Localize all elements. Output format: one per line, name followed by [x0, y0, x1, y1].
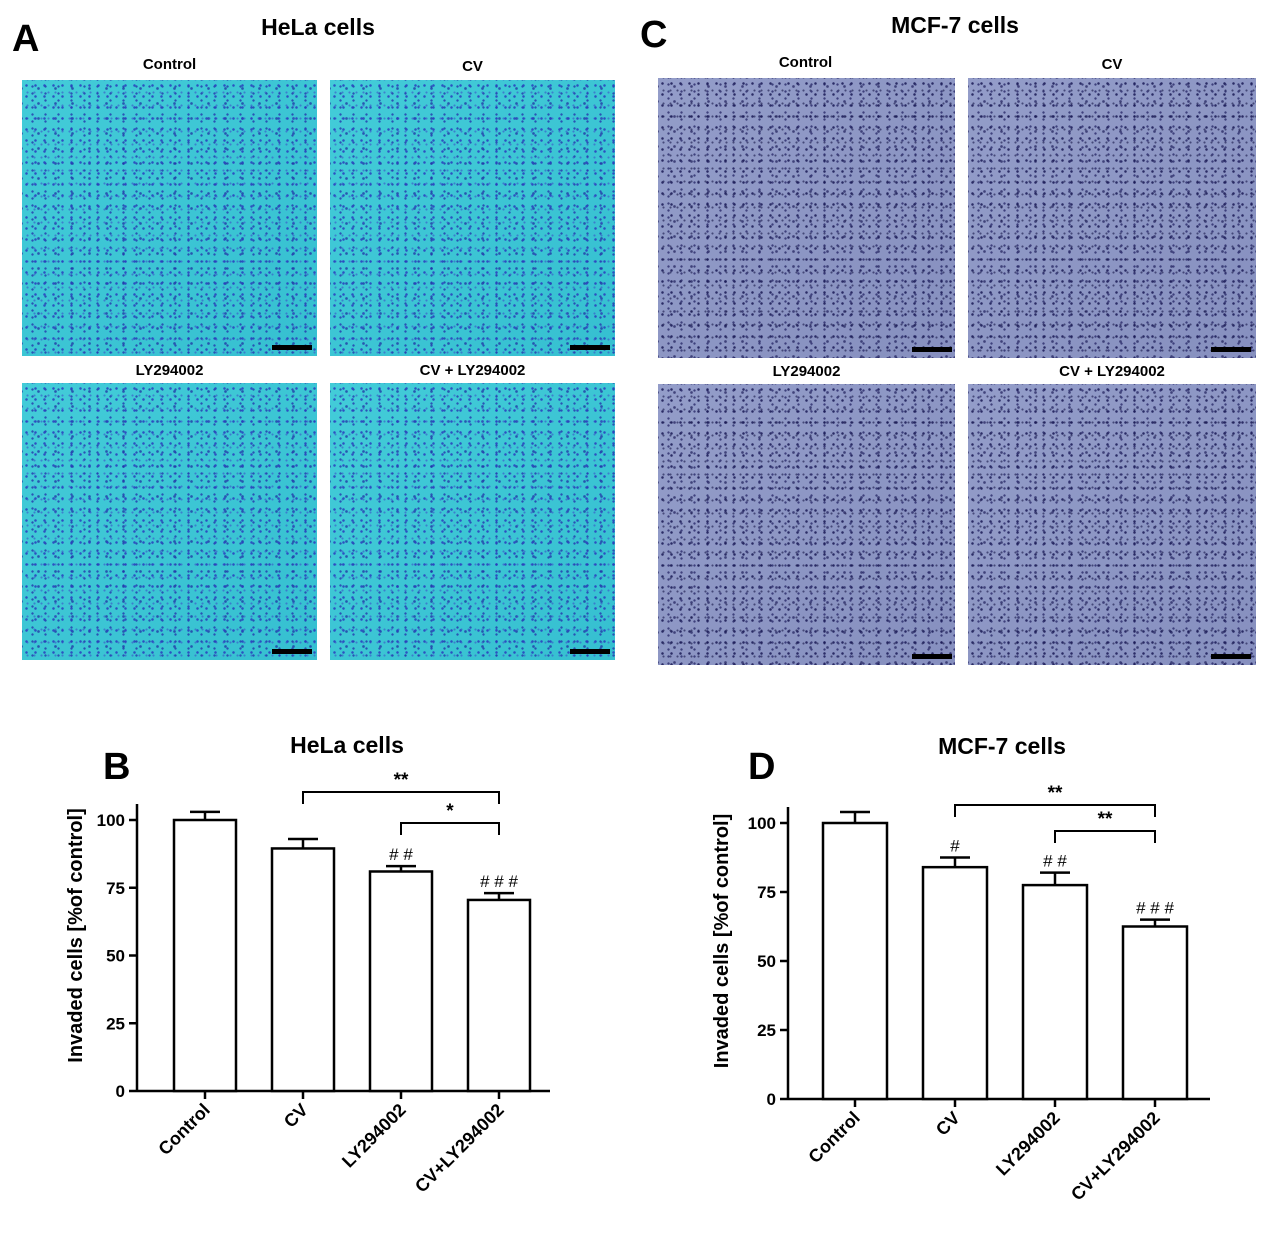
x-tick-label: CV+LY294002 [411, 1100, 508, 1197]
y-tick-label: 100 [97, 811, 125, 830]
comparison-label: ** [1098, 809, 1113, 830]
bar [368, 870, 434, 1093]
x-tick-label: CV+LY294002 [1067, 1108, 1164, 1205]
y-tick-label: 0 [116, 1082, 125, 1101]
panel-letter-d: D [748, 746, 776, 788]
mcf7-cv-ly294002-label: CV + LY294002 [1059, 363, 1165, 380]
scale-bar [1211, 654, 1251, 659]
hela-cv-ly294002-label: CV + LY294002 [419, 362, 526, 379]
significance-marker: # # [389, 845, 413, 864]
y-tick-label: 50 [757, 952, 776, 971]
y-tick-label: 75 [106, 879, 125, 898]
comparison-bracket [1054, 830, 1156, 843]
comparison-bracket [954, 804, 1156, 817]
scale-bar [570, 345, 610, 350]
x-tick-label: Control [804, 1108, 863, 1167]
x-tick-label: Control [154, 1100, 213, 1159]
mcf7-cv-label: CV [1101, 56, 1123, 73]
y-tick-label: 0 [767, 1090, 776, 1109]
y-tick-label: 75 [757, 883, 776, 902]
bar [921, 865, 989, 1101]
hela-ly294002-micrograph [22, 383, 317, 660]
comparison-label: * [446, 801, 454, 822]
panel-c-title: MCF-7 cells [891, 12, 1019, 38]
comparison-bracket [302, 791, 500, 804]
hela-cv-ly294002-micrograph [330, 383, 615, 660]
scale-bar [912, 654, 952, 659]
x-tick-label: LY294002 [992, 1108, 1064, 1180]
mcf7-ly294002-micrograph [658, 384, 955, 665]
mcf7-invasion-bar-chart: MCF-7 cells Invaded cells [%of control] 0 2… [711, 733, 1210, 1205]
x-tick-label: CV [280, 1100, 312, 1132]
comparison-bracket [400, 822, 500, 835]
panel-letter-b: B [103, 746, 131, 788]
mcf7-cv-ly294002-micrograph [968, 384, 1256, 665]
significance-marker: # # # [1136, 899, 1174, 918]
y-axis-label: Invaded cells [%of control] [711, 814, 733, 1068]
hela-cv-micrograph [330, 80, 615, 356]
mcf7-control-micrograph [658, 78, 955, 358]
chart-title: HeLa cells [290, 732, 404, 758]
x-tick-label: LY294002 [338, 1100, 410, 1172]
hela-cv-label: CV [462, 58, 483, 75]
significance-marker: # [950, 837, 960, 856]
scale-bar [912, 347, 952, 352]
hela-control-label: Control [142, 56, 197, 73]
bar [821, 821, 889, 1101]
y-axis-label: Invaded cells [%of control] [65, 808, 87, 1062]
bar [270, 847, 336, 1093]
hela-invasion-bar-chart: HeLa cells Invaded cells [%of control] 0 25… [65, 732, 550, 1197]
y-tick-label: 50 [106, 947, 125, 966]
y-tick-label: 25 [106, 1014, 125, 1033]
hela-control-micrograph [22, 80, 317, 356]
y-tick-label: 25 [757, 1021, 776, 1040]
comparison-label: ** [1048, 783, 1063, 804]
scale-bar [570, 649, 610, 654]
x-tick-label: CV [932, 1108, 964, 1140]
scale-bar [272, 345, 312, 350]
significance-marker: # # # [480, 872, 518, 891]
chart-title: MCF-7 cells [938, 733, 1066, 759]
bar [1121, 925, 1189, 1101]
bar [1021, 883, 1089, 1101]
panel-letter-c: C [640, 14, 668, 56]
panel-letter-a: A [12, 18, 40, 60]
significance-marker: # # [1043, 852, 1067, 871]
mcf7-cv-micrograph [968, 78, 1256, 358]
y-tick-label: 100 [748, 814, 776, 833]
hela-ly294002-label: LY294002 [135, 362, 204, 379]
bar [466, 898, 532, 1093]
bar [172, 818, 238, 1093]
scale-bar [272, 649, 312, 654]
comparison-label: ** [394, 770, 409, 791]
panel-a-title: HeLa cells [261, 14, 375, 40]
scale-bar [1211, 347, 1251, 352]
mcf7-control-label: Control [778, 54, 833, 71]
mcf7-ly294002-label: LY294002 [772, 363, 841, 380]
